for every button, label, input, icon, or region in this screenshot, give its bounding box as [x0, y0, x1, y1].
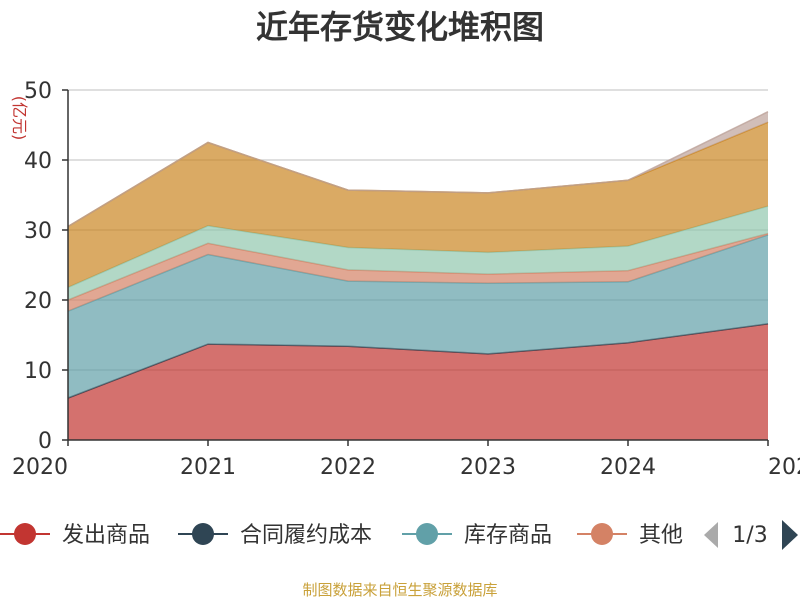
legend-item-3[interactable]: 其他 — [577, 523, 683, 548]
legend-label: 合同履约成本 — [240, 523, 372, 548]
legend-label: 发出商品 — [62, 523, 150, 548]
y-tick-label: 30 — [24, 219, 52, 244]
legend-prev-page-icon[interactable] — [704, 522, 718, 548]
axes: 0 10 20 30 40 50 2020 2021 2022 2023 2024 2025 — [12, 79, 800, 480]
y-tick-label: 10 — [24, 359, 52, 384]
legend-marker — [591, 523, 613, 545]
legend-label: 其他 — [639, 523, 683, 548]
legend-page-indicator: 1/3 — [732, 523, 767, 548]
y-tick-label: 50 — [24, 79, 52, 104]
legend-label: 库存商品 — [464, 523, 552, 548]
x-tick-label: 2021 — [180, 455, 236, 480]
y-tick-label: 0 — [38, 429, 52, 454]
area-series-2 — [68, 234, 768, 398]
source-footer: 制图数据来自恒生聚源数据库 — [302, 581, 497, 599]
x-tick-label: 2025 — [768, 455, 800, 480]
stacked-areas — [67, 111, 769, 440]
x-tick-label: 2020 — [12, 455, 68, 480]
area-edge-series-6 — [67, 111, 769, 228]
x-tick-label: 2024 — [600, 455, 656, 480]
legend-marker — [14, 523, 36, 545]
area-edge-series-2 — [67, 234, 769, 312]
legend-item-2[interactable]: 库存商品 — [402, 523, 552, 548]
area-series-5 — [68, 122, 768, 288]
legend-item-1[interactable]: 合同履约成本 — [178, 523, 372, 548]
legend-marker — [416, 523, 438, 545]
y-tick-label: 40 — [24, 149, 52, 174]
legend-marker — [192, 523, 214, 545]
y-axis-unit-label: (亿元) — [10, 96, 29, 141]
x-tick-label: 2023 — [460, 455, 516, 480]
legend-next-page-icon[interactable] — [782, 520, 798, 550]
area-series-4 — [68, 206, 768, 300]
y-tick-label: 20 — [24, 289, 52, 314]
chart-title: 近年存货变化堆积图 — [256, 8, 544, 46]
x-tick-label: 2022 — [320, 455, 376, 480]
legend: 发出商品 合同履约成本 库存商品 其他 1/3 — [0, 520, 798, 550]
legend-item-0[interactable]: 发出商品 — [0, 523, 150, 548]
area-series-0 — [68, 323, 768, 440]
